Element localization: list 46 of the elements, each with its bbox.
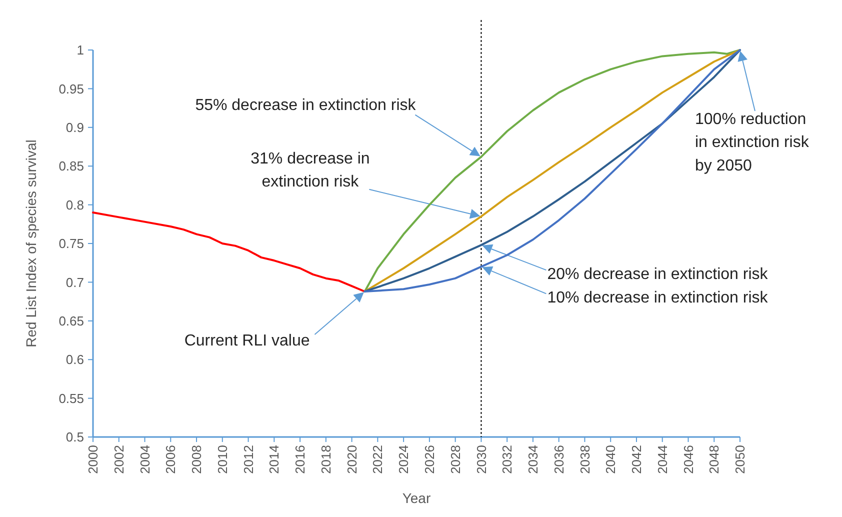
x-tick-label: 2000 [86,445,101,474]
y-tick-label: 0.8 [66,197,84,212]
x-tick-label: 2044 [654,445,670,474]
annotation: 31% decrease in extinction risk [250,150,370,191]
x-tick-label: 2002 [111,445,126,474]
annotation: Current RLI value [184,332,310,350]
y-tick-label: 0.9 [66,120,84,135]
annotation: 100% reduction in extinction risk by 2050 [695,111,810,174]
x-tick-label: 2036 [551,445,566,474]
y-tick-label: 0.85 [58,158,84,174]
y-tick-label: 1 [76,42,84,58]
x-tick-label: 2018 [318,445,334,474]
y-tick-label: 0.95 [58,81,84,96]
annotation: 55% decrease in extinction risk [195,96,417,114]
x-tick-label: 2016 [292,445,308,474]
y-tick-label: 0.7 [66,274,84,290]
y-axis-title: Red List Index of species survival [23,140,39,348]
x-tick-label: 2012 [240,445,256,474]
annotation: 10% decrease in extinction risk [547,290,769,307]
y-tick-label: 0.55 [58,390,84,406]
x-tick-label: 2030 [474,445,489,474]
y-tick-label: 0.65 [58,313,84,328]
x-tick-label: 2014 [266,445,282,474]
x-tick-label: 2038 [577,445,592,474]
x-tick-label: 2004 [137,445,152,474]
x-tick-label: 2032 [500,445,515,474]
y-tick-label: 0.5 [66,430,84,445]
y-tick-label: 0.75 [58,236,84,252]
x-tick-label: 2040 [603,445,618,474]
x-tick-label: 2050 [732,445,748,474]
x-tick-label: 2024 [396,445,412,474]
x-tick-label: 2048 [706,445,722,474]
x-tick-label: 2026 [422,445,437,474]
annotation: 20% decrease in extinction risk [547,266,769,284]
x-tick-label: 2008 [189,445,204,474]
x-tick-label: 2046 [680,445,696,474]
line-series [92,212,366,292]
x-tick-label: 2022 [370,445,386,474]
x-tick-label: 2020 [344,445,360,474]
x-tick-label: 2010 [214,445,230,474]
x-tick-label: 2028 [448,445,463,474]
x-tick-label: 2034 [526,445,541,474]
x-tick-label: 2042 [629,445,644,474]
y-tick-label: 0.6 [66,352,84,368]
x-tick-label: 2006 [163,445,178,474]
x-axis-title: Year [402,490,431,506]
